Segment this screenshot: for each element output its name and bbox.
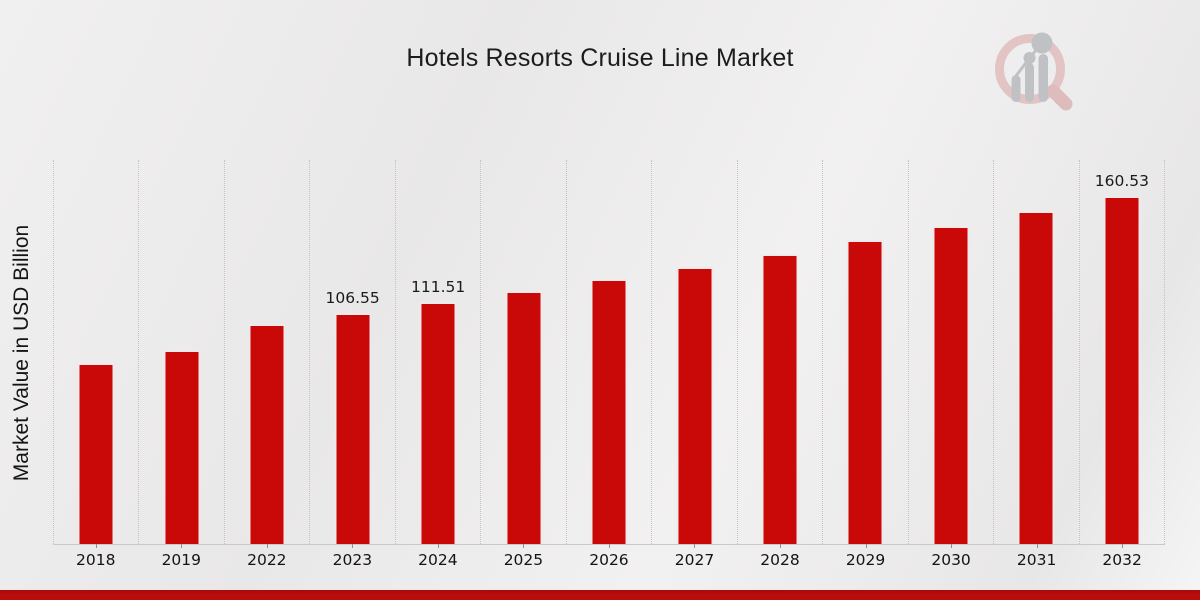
x-tick-label: 2018 (76, 551, 116, 569)
x-tick (865, 544, 867, 548)
x-tick (951, 544, 953, 548)
x-tick (352, 544, 354, 548)
category-column (822, 160, 907, 544)
x-tick (266, 544, 268, 548)
category-column (223, 160, 309, 544)
bar-2022 (248, 324, 286, 544)
bar-2023 (334, 313, 372, 544)
x-tick (694, 544, 696, 548)
x-tick-label: 2019 (161, 551, 202, 569)
category-column: 106.55 (309, 160, 394, 544)
x-axis-cell: 2028 (737, 544, 823, 569)
x-axis-cell: 2029 (823, 544, 909, 569)
x-tick-label: 2025 (503, 551, 544, 569)
x-axis-cell: 2019 (139, 544, 225, 569)
bar-2030 (932, 226, 970, 544)
x-tick (181, 544, 183, 548)
x-tick-label: 2032 (1102, 551, 1142, 569)
category-column (651, 160, 736, 544)
category-column (907, 160, 993, 544)
chart-title: Hotels Resorts Cruise Line Market (406, 44, 794, 72)
x-tick-label: 2031 (1016, 551, 1057, 569)
plot-area: 106.55 111.51 160.53 (53, 160, 1166, 545)
magnifier-bar-chart-icon (995, 32, 1073, 111)
x-tick (608, 544, 610, 548)
x-axis: 2018 2019 2022 2023 2024 2025 2026 2027 2028 2029… (53, 544, 1165, 569)
x-axis-cell: 2026 (566, 544, 652, 569)
bar-value-label: 111.51 (410, 278, 466, 296)
category-column: 111.51 (394, 160, 480, 544)
x-axis-cell: 2022 (224, 544, 310, 569)
bar-2025 (505, 291, 543, 544)
x-tick (523, 544, 525, 548)
x-tick-label: 2023 (332, 551, 373, 569)
brand-logo (985, 25, 1090, 115)
category-column (480, 160, 565, 544)
bar-2019 (163, 350, 201, 544)
category-column (736, 160, 822, 544)
x-tick (437, 544, 439, 548)
x-tick (1122, 544, 1124, 548)
category-column (53, 160, 138, 544)
x-tick (780, 544, 782, 548)
x-tick-label: 2027 (674, 551, 715, 569)
x-axis-cell: 2018 (53, 544, 139, 569)
bar-value-label: 106.55 (325, 289, 380, 307)
category-column (993, 160, 1078, 544)
x-tick-label: 2022 (247, 551, 287, 569)
x-axis-cell: 2024 (395, 544, 481, 569)
bar-2031 (1017, 211, 1055, 544)
x-axis-cell: 2027 (652, 544, 738, 569)
bar-2029 (846, 240, 884, 544)
x-axis-cell: 2025 (481, 544, 567, 569)
x-tick-label: 2030 (931, 551, 971, 569)
x-tick (1036, 544, 1038, 548)
x-axis-cell: 2030 (908, 544, 994, 569)
x-tick-label: 2029 (845, 551, 886, 569)
bottom-accent-bar (0, 590, 1200, 600)
x-axis-cell: 2023 (310, 544, 396, 569)
x-tick (95, 544, 97, 548)
bar-value-label: 160.53 (1094, 172, 1149, 190)
bar-2032 (1103, 196, 1141, 544)
bar-2028 (761, 254, 799, 544)
bar-2027 (676, 267, 714, 544)
x-axis-cell: 2031 (994, 544, 1080, 569)
x-tick-label: 2026 (589, 551, 629, 569)
category-column (565, 160, 651, 544)
bar-2018 (77, 363, 115, 544)
category-column (138, 160, 223, 544)
x-axis-cell: 2032 (1079, 544, 1165, 569)
category-column: 160.53 (1078, 160, 1166, 544)
bar-2024 (419, 302, 457, 544)
x-tick-label: 2024 (418, 551, 458, 569)
x-tick-label: 2028 (760, 551, 800, 569)
bar-2026 (590, 279, 628, 544)
y-axis-label: Market Value in USD Billion (10, 224, 33, 482)
